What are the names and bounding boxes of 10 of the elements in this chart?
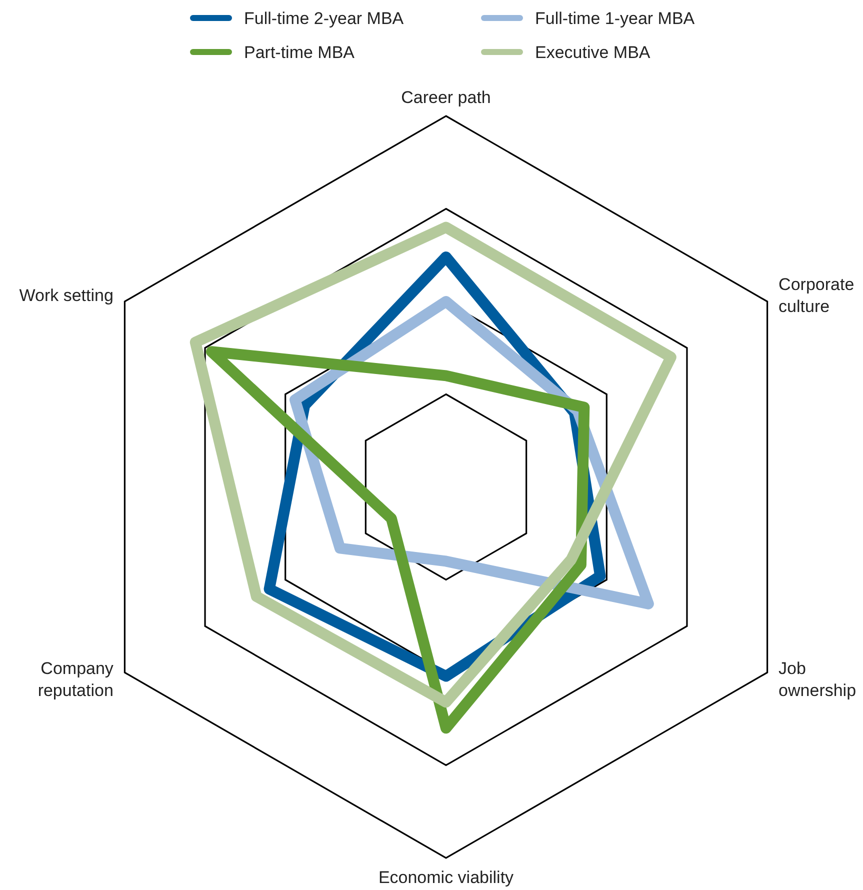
legend-label: Full-time 1-year MBA — [535, 9, 696, 28]
spoke-label: Work setting — [19, 286, 114, 305]
spoke-label: Economic viability — [378, 868, 514, 887]
spoke-label: Company reputation — [38, 659, 114, 700]
spoke-label: Job ownership — [778, 659, 856, 700]
spoke-label: Career path — [401, 88, 491, 107]
legend-label: Full-time 2-year MBA — [244, 9, 404, 28]
legend-label: Part-time MBA — [244, 43, 356, 62]
spoke-label: Corporate culture — [778, 275, 854, 316]
legend-label: Executive MBA — [535, 43, 651, 62]
